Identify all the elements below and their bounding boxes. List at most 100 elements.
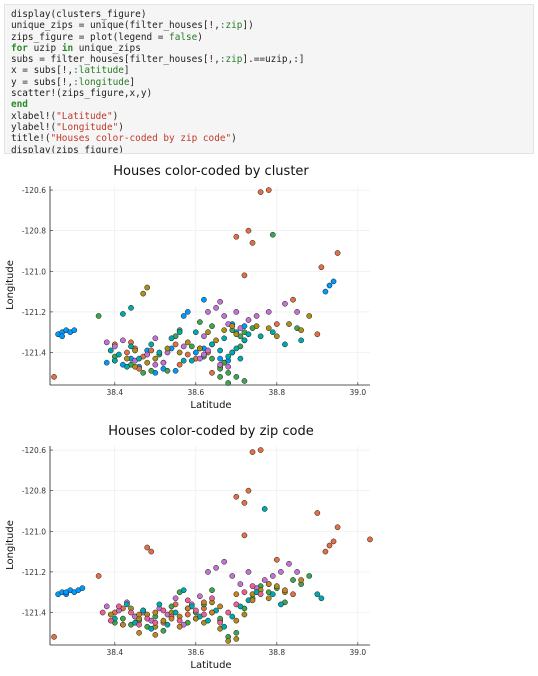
data-point (120, 621, 126, 628)
y-tick-label: -120.8 (22, 487, 46, 496)
data-point (205, 569, 211, 575)
code-token: ] (123, 65, 130, 77)
data-point (148, 367, 155, 374)
data-point (217, 361, 223, 368)
data-point (111, 343, 118, 350)
data-point (257, 333, 264, 340)
data-point (184, 339, 191, 346)
y-tick-label: -121.4 (22, 609, 46, 618)
data-point (233, 331, 240, 338)
plot-clusters: Houses color-coded by cluster 38.4 38.6 38… (0, 158, 538, 416)
data-point (326, 542, 333, 549)
data-point (265, 309, 272, 315)
data-point (107, 611, 114, 618)
y-axis-label: Longitude (5, 520, 16, 570)
data-point (241, 272, 248, 279)
data-point (257, 189, 264, 195)
data-point (225, 353, 232, 360)
data-point (128, 609, 134, 616)
data-point (249, 597, 256, 604)
data-point (322, 288, 329, 295)
data-point (257, 591, 264, 598)
data-point (107, 347, 114, 354)
data-point (294, 569, 300, 575)
data-point (148, 341, 155, 348)
code-cell[interactable]: display(clusters_figure) unique_zips = un… (4, 4, 534, 154)
data-point (152, 619, 159, 626)
data-point (51, 634, 57, 640)
x-tick-label: 39.0 (349, 648, 366, 657)
data-point (180, 313, 187, 319)
data-point (63, 589, 70, 596)
data-point (245, 487, 252, 494)
y-tick-label: -121.0 (22, 267, 46, 276)
data-point (132, 347, 138, 354)
code-token: end (11, 99, 28, 111)
data-point (229, 323, 236, 329)
data-point (172, 595, 179, 602)
data-point (184, 605, 191, 612)
data-point (269, 573, 276, 579)
data-point (330, 538, 337, 545)
chart-title: Houses color-coded by zip code (108, 424, 314, 439)
data-point (111, 357, 118, 364)
code-token: y = subs[!, (11, 76, 74, 88)
data-point (95, 573, 102, 579)
code-token: subs = filter_houses[filter_houses[!, (11, 54, 220, 66)
data-point (225, 363, 232, 370)
data-point (184, 597, 191, 604)
data-point (233, 629, 240, 636)
code-token: zips_figure = plot(legend = (11, 31, 170, 43)
y-tick-label: -121.4 (22, 349, 46, 358)
code-token: ]) (242, 20, 254, 32)
data-point (160, 627, 167, 634)
data-point (273, 583, 280, 589)
data-point (124, 349, 130, 356)
code-token: ].==uzip,:] (242, 54, 305, 66)
data-point (188, 343, 195, 350)
code-token: scatter!(zips_figure,x,y) (11, 88, 153, 100)
data-point (290, 577, 296, 583)
chart-ticks: 38.4 38.6 38.8 39.0 -121.4 -121.2 -121.0 -120.8… (22, 186, 367, 397)
data-point (314, 510, 321, 516)
data-point (278, 569, 284, 575)
data-point (233, 309, 240, 315)
data-point (144, 284, 151, 291)
data-point (180, 357, 187, 364)
data-point (221, 558, 228, 565)
data-point (152, 355, 159, 362)
data-point (225, 609, 232, 616)
data-point (282, 300, 288, 307)
data-point (217, 619, 223, 626)
data-point (164, 367, 171, 374)
chart-title: Houses color-coded by cluster (113, 164, 309, 179)
data-point (241, 500, 248, 506)
x-tick-label: 38.4 (106, 388, 123, 397)
data-point (233, 617, 240, 624)
data-point (144, 615, 151, 622)
data-point (168, 335, 175, 342)
data-point (128, 343, 134, 350)
data-point (184, 351, 191, 358)
data-point (225, 380, 232, 386)
data-point (233, 636, 240, 642)
data-point (286, 321, 292, 327)
data-point (241, 532, 248, 539)
data-point (229, 349, 236, 356)
data-point (278, 601, 284, 608)
data-point (298, 337, 304, 344)
data-point (136, 621, 142, 628)
data-point (294, 309, 300, 315)
data-point (148, 548, 155, 555)
data-point (237, 325, 244, 331)
code-token: for (11, 42, 28, 54)
data-point (205, 329, 211, 336)
data-point (176, 361, 183, 368)
data-point (192, 329, 199, 336)
code-line: zips_figure = plot(legend = false) (11, 32, 527, 43)
data-point (124, 601, 130, 608)
code-line: x = subs[!,:latitude] (11, 65, 527, 76)
data-point (217, 355, 223, 362)
data-point (261, 506, 268, 512)
data-point (209, 609, 215, 616)
